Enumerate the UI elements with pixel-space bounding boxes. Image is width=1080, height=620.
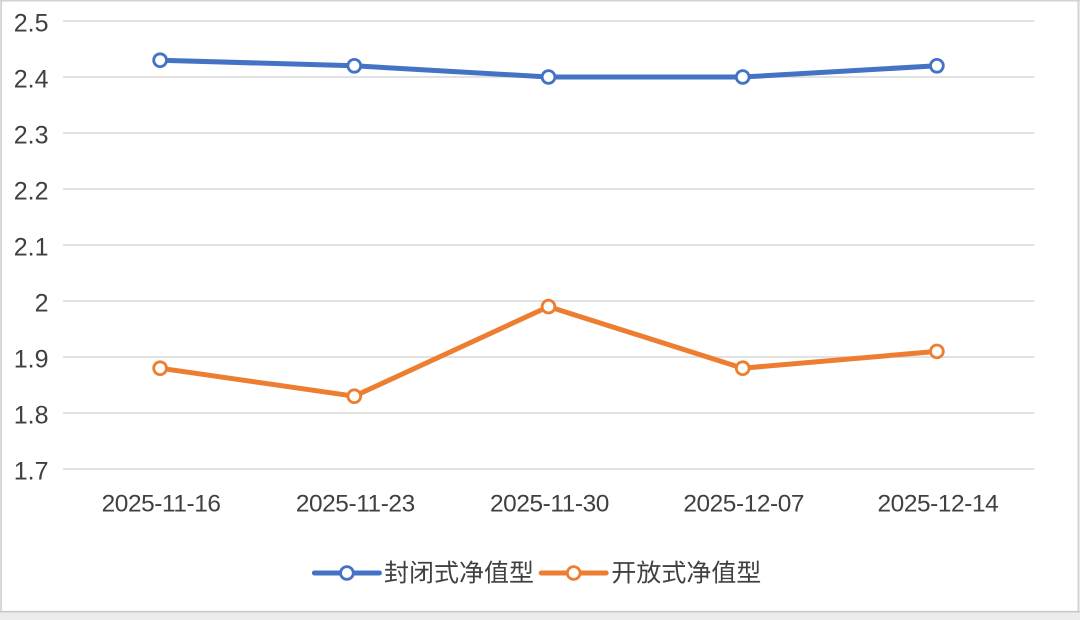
svg-text:2: 2 (35, 289, 49, 317)
svg-text:2.5: 2.5 (14, 9, 49, 37)
svg-text:2025-11-30: 2025-11-30 (490, 490, 609, 517)
svg-text:2025-12-14: 2025-12-14 (878, 490, 999, 517)
svg-text:1.9: 1.9 (14, 345, 49, 373)
svg-text:2025-12-07: 2025-12-07 (683, 490, 804, 517)
svg-text:1.7: 1.7 (14, 457, 49, 485)
svg-text:1.8: 1.8 (14, 401, 49, 429)
svg-text:2025-11-16: 2025-11-16 (102, 490, 221, 517)
svg-text:2.3: 2.3 (14, 121, 49, 149)
svg-text:2.1: 2.1 (14, 233, 49, 261)
svg-text:2.4: 2.4 (14, 65, 49, 93)
svg-text:2.2: 2.2 (14, 177, 49, 205)
svg-text:2025-11-23: 2025-11-23 (296, 490, 415, 517)
